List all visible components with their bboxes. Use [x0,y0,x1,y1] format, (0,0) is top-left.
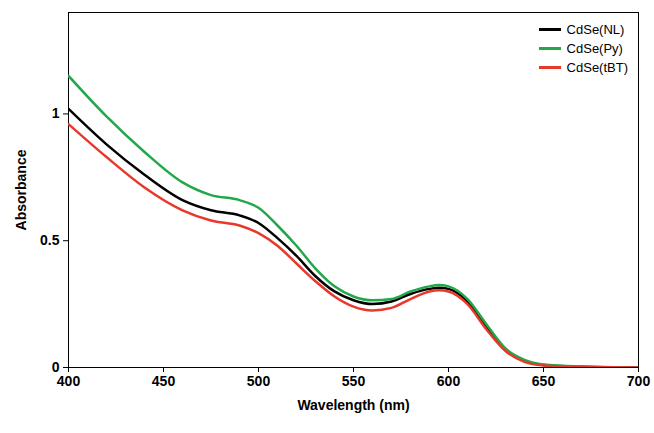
svg-text:450: 450 [152,373,176,389]
html-text:CdSe(tBT): CdSe(tBT) [566,60,628,75]
svg-text:Wavelength (nm): Wavelength (nm) [297,397,409,413]
svg-text:600: 600 [437,373,461,389]
svg-text:400: 400 [57,373,81,389]
svg-text:650: 650 [532,373,556,389]
html-text:CdSe(NL): CdSe(NL) [566,22,625,37]
svg-text:0: 0 [52,359,60,375]
svg-text:500: 500 [247,373,271,389]
svg-text:0.5: 0.5 [40,232,60,248]
svg-text:700: 700 [627,373,651,389]
svg-text:550: 550 [342,373,366,389]
svg-text:Absorbance: Absorbance [13,149,29,230]
svg-text:1: 1 [52,105,60,121]
html-text:CdSe(Py): CdSe(Py) [566,41,623,56]
